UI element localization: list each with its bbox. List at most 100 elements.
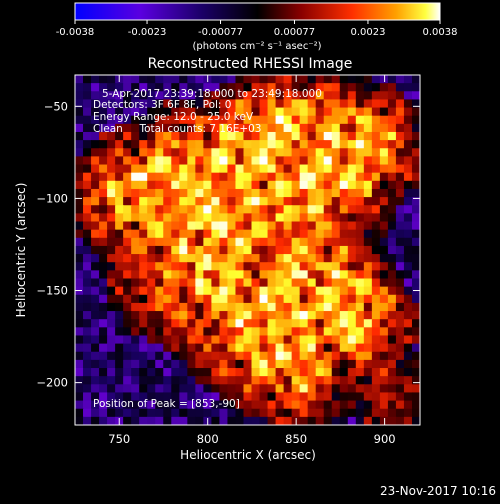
heatmap-cell — [251, 221, 261, 231]
heatmap-cell — [299, 131, 309, 141]
heatmap-cell — [155, 262, 164, 271]
heatmap-cell — [291, 302, 301, 312]
heatmap-cell — [299, 384, 309, 394]
heatmap-cell — [155, 123, 164, 133]
heatmap-cell — [139, 172, 148, 182]
heatmap-cell — [347, 311, 357, 320]
heatmap-cell — [403, 359, 413, 369]
heatmap-cell — [355, 197, 365, 206]
heatmap-cell — [355, 164, 365, 174]
heatmap-cell — [395, 327, 405, 337]
heatmap-cell — [371, 131, 381, 141]
heatmap-cell — [411, 302, 420, 312]
heatmap-cell — [123, 245, 132, 255]
heatmap-cell — [323, 75, 333, 84]
heatmap-cell — [315, 140, 325, 149]
heatmap-cell — [99, 188, 108, 198]
heatmap-cell — [267, 335, 277, 345]
heatmap-cell — [179, 343, 188, 353]
heatmap-cell — [99, 237, 108, 247]
heatmap-cell — [235, 319, 245, 328]
heatmap-cell — [227, 83, 237, 92]
heatmap-cell — [99, 400, 108, 410]
heatmap-cell — [331, 416, 341, 425]
heatmap-cell — [75, 131, 84, 141]
colorbar-tick-label: 0.0023 — [350, 27, 385, 38]
heatmap-cell — [339, 180, 349, 190]
heatmap-cell — [251, 205, 261, 214]
heatmap-cell — [355, 123, 365, 133]
heatmap-cell — [187, 123, 196, 133]
heatmap-cell — [155, 311, 164, 320]
heatmap-cell — [243, 172, 253, 182]
heatmap-cell — [243, 254, 253, 263]
heatmap-cell — [355, 327, 365, 337]
heatmap-cell — [363, 278, 373, 288]
colorbar-tick-label: -0.0023 — [128, 27, 167, 38]
heatmap-cell — [195, 302, 204, 312]
heatmap-cell — [155, 254, 164, 263]
heatmap-cell — [147, 384, 156, 394]
heatmap-cell — [347, 197, 357, 206]
heatmap-cell — [251, 237, 261, 247]
heatmap-cell — [243, 99, 253, 109]
heatmap-cell — [379, 286, 389, 296]
heatmap-cell — [395, 140, 405, 149]
heatmap-cell — [307, 91, 317, 101]
heatmap-cell — [259, 400, 269, 410]
heatmap-cell — [363, 416, 373, 425]
heatmap-cell — [131, 148, 140, 157]
heatmap-cell — [403, 245, 413, 255]
heatmap-cell — [363, 221, 373, 231]
heatmap-cell — [139, 351, 148, 361]
heatmap-cell — [147, 164, 156, 174]
heatmap-cell — [211, 237, 221, 247]
heatmap-cell — [107, 213, 116, 223]
y-tick-label: −100 — [36, 191, 68, 205]
heatmap-cell — [315, 197, 325, 206]
heatmap-cell — [139, 123, 148, 133]
heatmap-cell — [291, 408, 301, 418]
heatmap-cell — [355, 286, 365, 296]
colorbar-unit-label: (photons cm⁻² s⁻¹ asec⁻²) — [192, 41, 321, 52]
heatmap-cell — [275, 302, 285, 312]
heatmap-cell — [371, 311, 381, 320]
heatmap-cell — [379, 164, 389, 174]
heatmap-cell — [171, 148, 180, 157]
heatmap-cell — [203, 148, 212, 157]
heatmap-cell — [211, 262, 221, 271]
heatmap-cell — [91, 140, 100, 149]
heatmap-cell — [107, 302, 116, 312]
heatmap-cell — [411, 131, 420, 141]
heatmap-cell — [107, 392, 116, 402]
heatmap-cell — [275, 229, 285, 239]
heatmap-cell — [235, 351, 245, 361]
heatmap-cell — [283, 262, 293, 271]
heatmap-cell — [203, 172, 212, 182]
heatmap-cell — [403, 416, 413, 425]
heatmap-cell — [387, 392, 397, 402]
heatmap-cell — [315, 75, 325, 84]
heatmap-cell — [355, 368, 365, 377]
heatmap-cell — [411, 311, 420, 320]
heatmap-cell — [291, 335, 301, 345]
heatmap-cell — [139, 148, 148, 157]
heatmap-cell — [155, 343, 164, 353]
heatmap-cell — [291, 384, 301, 394]
heatmap-cell — [339, 376, 349, 385]
heatmap-cell — [163, 237, 172, 247]
heatmap-cell — [203, 197, 212, 206]
heatmap-cell — [179, 229, 188, 239]
heatmap-cell — [107, 286, 116, 296]
heatmap-cell — [211, 416, 221, 425]
heatmap-cell — [91, 148, 100, 157]
heatmap-cell — [83, 115, 92, 125]
heatmap-cell — [227, 237, 237, 247]
heatmap-cell — [107, 148, 116, 157]
heatmap-cell — [155, 140, 164, 149]
heatmap-cell — [227, 278, 237, 288]
heatmap-cell — [379, 278, 389, 288]
heatmap-cell — [83, 302, 92, 312]
heatmap-cell — [299, 221, 309, 231]
heatmap-cell — [99, 351, 108, 361]
